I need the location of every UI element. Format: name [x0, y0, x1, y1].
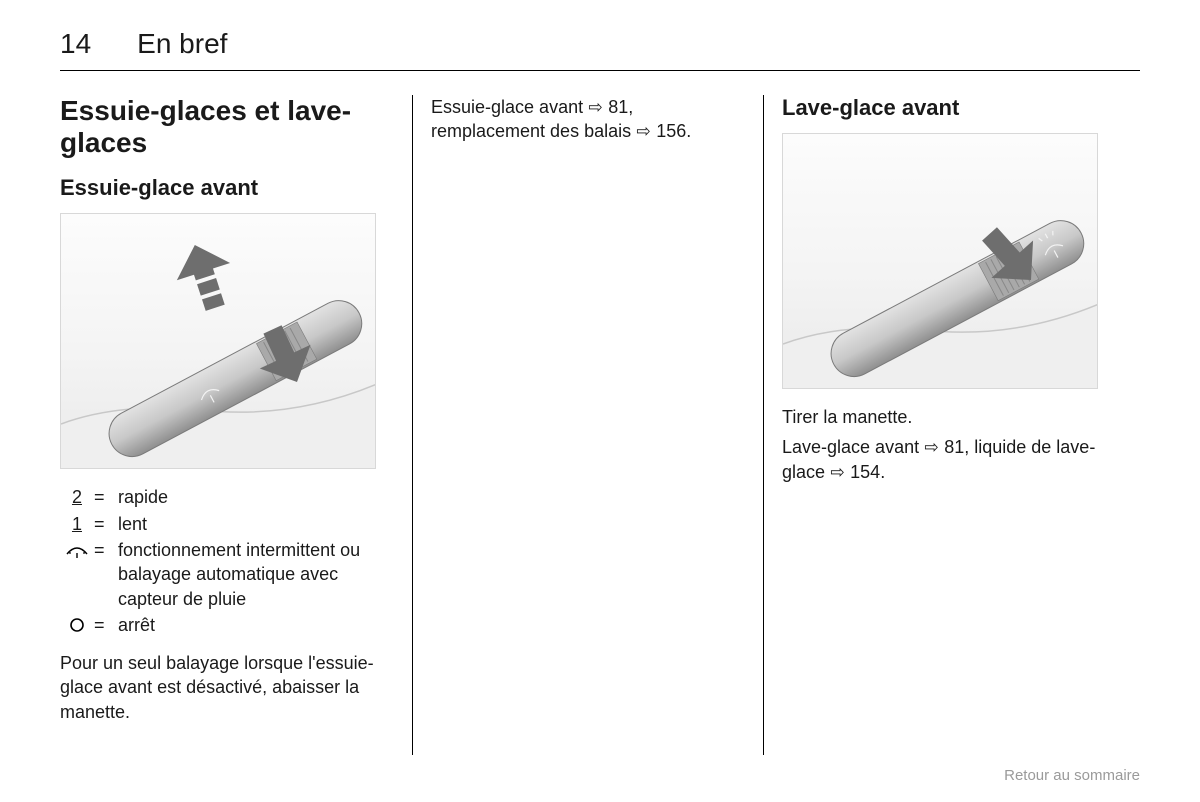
washer-stalk-figure-pull	[782, 133, 1098, 389]
crossref-text: Essuie-glace avant ⇨ 81, remplacement de…	[431, 95, 745, 144]
page-ref: 156	[656, 121, 686, 141]
text-fragment: .	[686, 121, 691, 141]
section-heading: Essuie-glaces et lave-glaces	[60, 95, 394, 159]
text-fragment: Lave-glace avant	[782, 437, 924, 457]
chapter-title: En bref	[137, 28, 227, 60]
column-1: Essuie-glaces et lave-glaces Essuie-glac…	[60, 95, 412, 755]
single-sweep-note: Pour un seul balayage lorsque l'essuie-g…	[60, 651, 394, 724]
legend-desc-off: arrêt	[118, 613, 394, 637]
page-ref-arrow-icon: ⇨	[588, 95, 602, 119]
text-fragment: Essuie-glace avant	[431, 97, 588, 117]
column-3: Lave-glace avant	[764, 95, 1116, 755]
wiper-stalk-figure-up-down	[60, 213, 376, 469]
page-number: 14	[60, 28, 91, 60]
column-2: Essuie-glace avant ⇨ 81, remplacement de…	[412, 95, 764, 755]
back-to-toc-link[interactable]: Retour au sommaire	[1004, 767, 1140, 784]
page-ref-arrow-icon: ⇨	[830, 460, 844, 484]
legend-desc-rapid: rapide	[118, 485, 394, 509]
page-ref: 154	[850, 462, 880, 482]
legend-eq: =	[94, 485, 118, 509]
off-icon	[60, 613, 94, 637]
legend-eq: =	[94, 538, 118, 562]
crossref-text: Lave-glace avant ⇨ 81, liquide de lave-g…	[782, 435, 1098, 484]
page-ref: 81	[608, 97, 628, 117]
legend-key-2: 2	[60, 485, 94, 509]
legend-desc-slow: lent	[118, 512, 394, 536]
legend-eq: =	[94, 512, 118, 536]
page-ref-arrow-icon: ⇨	[636, 119, 650, 143]
legend-eq: =	[94, 613, 118, 637]
wiper-interval-icon	[60, 538, 94, 562]
legend-desc-intermittent: fonctionnement intermittent ou balayage …	[118, 538, 394, 611]
legend-key-1: 1	[60, 512, 94, 536]
subsection-heading: Lave-glace avant	[782, 95, 1098, 121]
pull-instruction: Tirer la manette.	[782, 405, 1098, 429]
legend-list: 2 = rapide 1 = lent = fonctionnement int…	[60, 485, 394, 637]
page-ref-arrow-icon: ⇨	[924, 435, 938, 459]
text-fragment: .	[880, 462, 885, 482]
subsection-heading: Essuie-glace avant	[60, 175, 394, 201]
page-header: 14 En bref	[60, 28, 1140, 71]
page-ref: 81	[944, 437, 964, 457]
